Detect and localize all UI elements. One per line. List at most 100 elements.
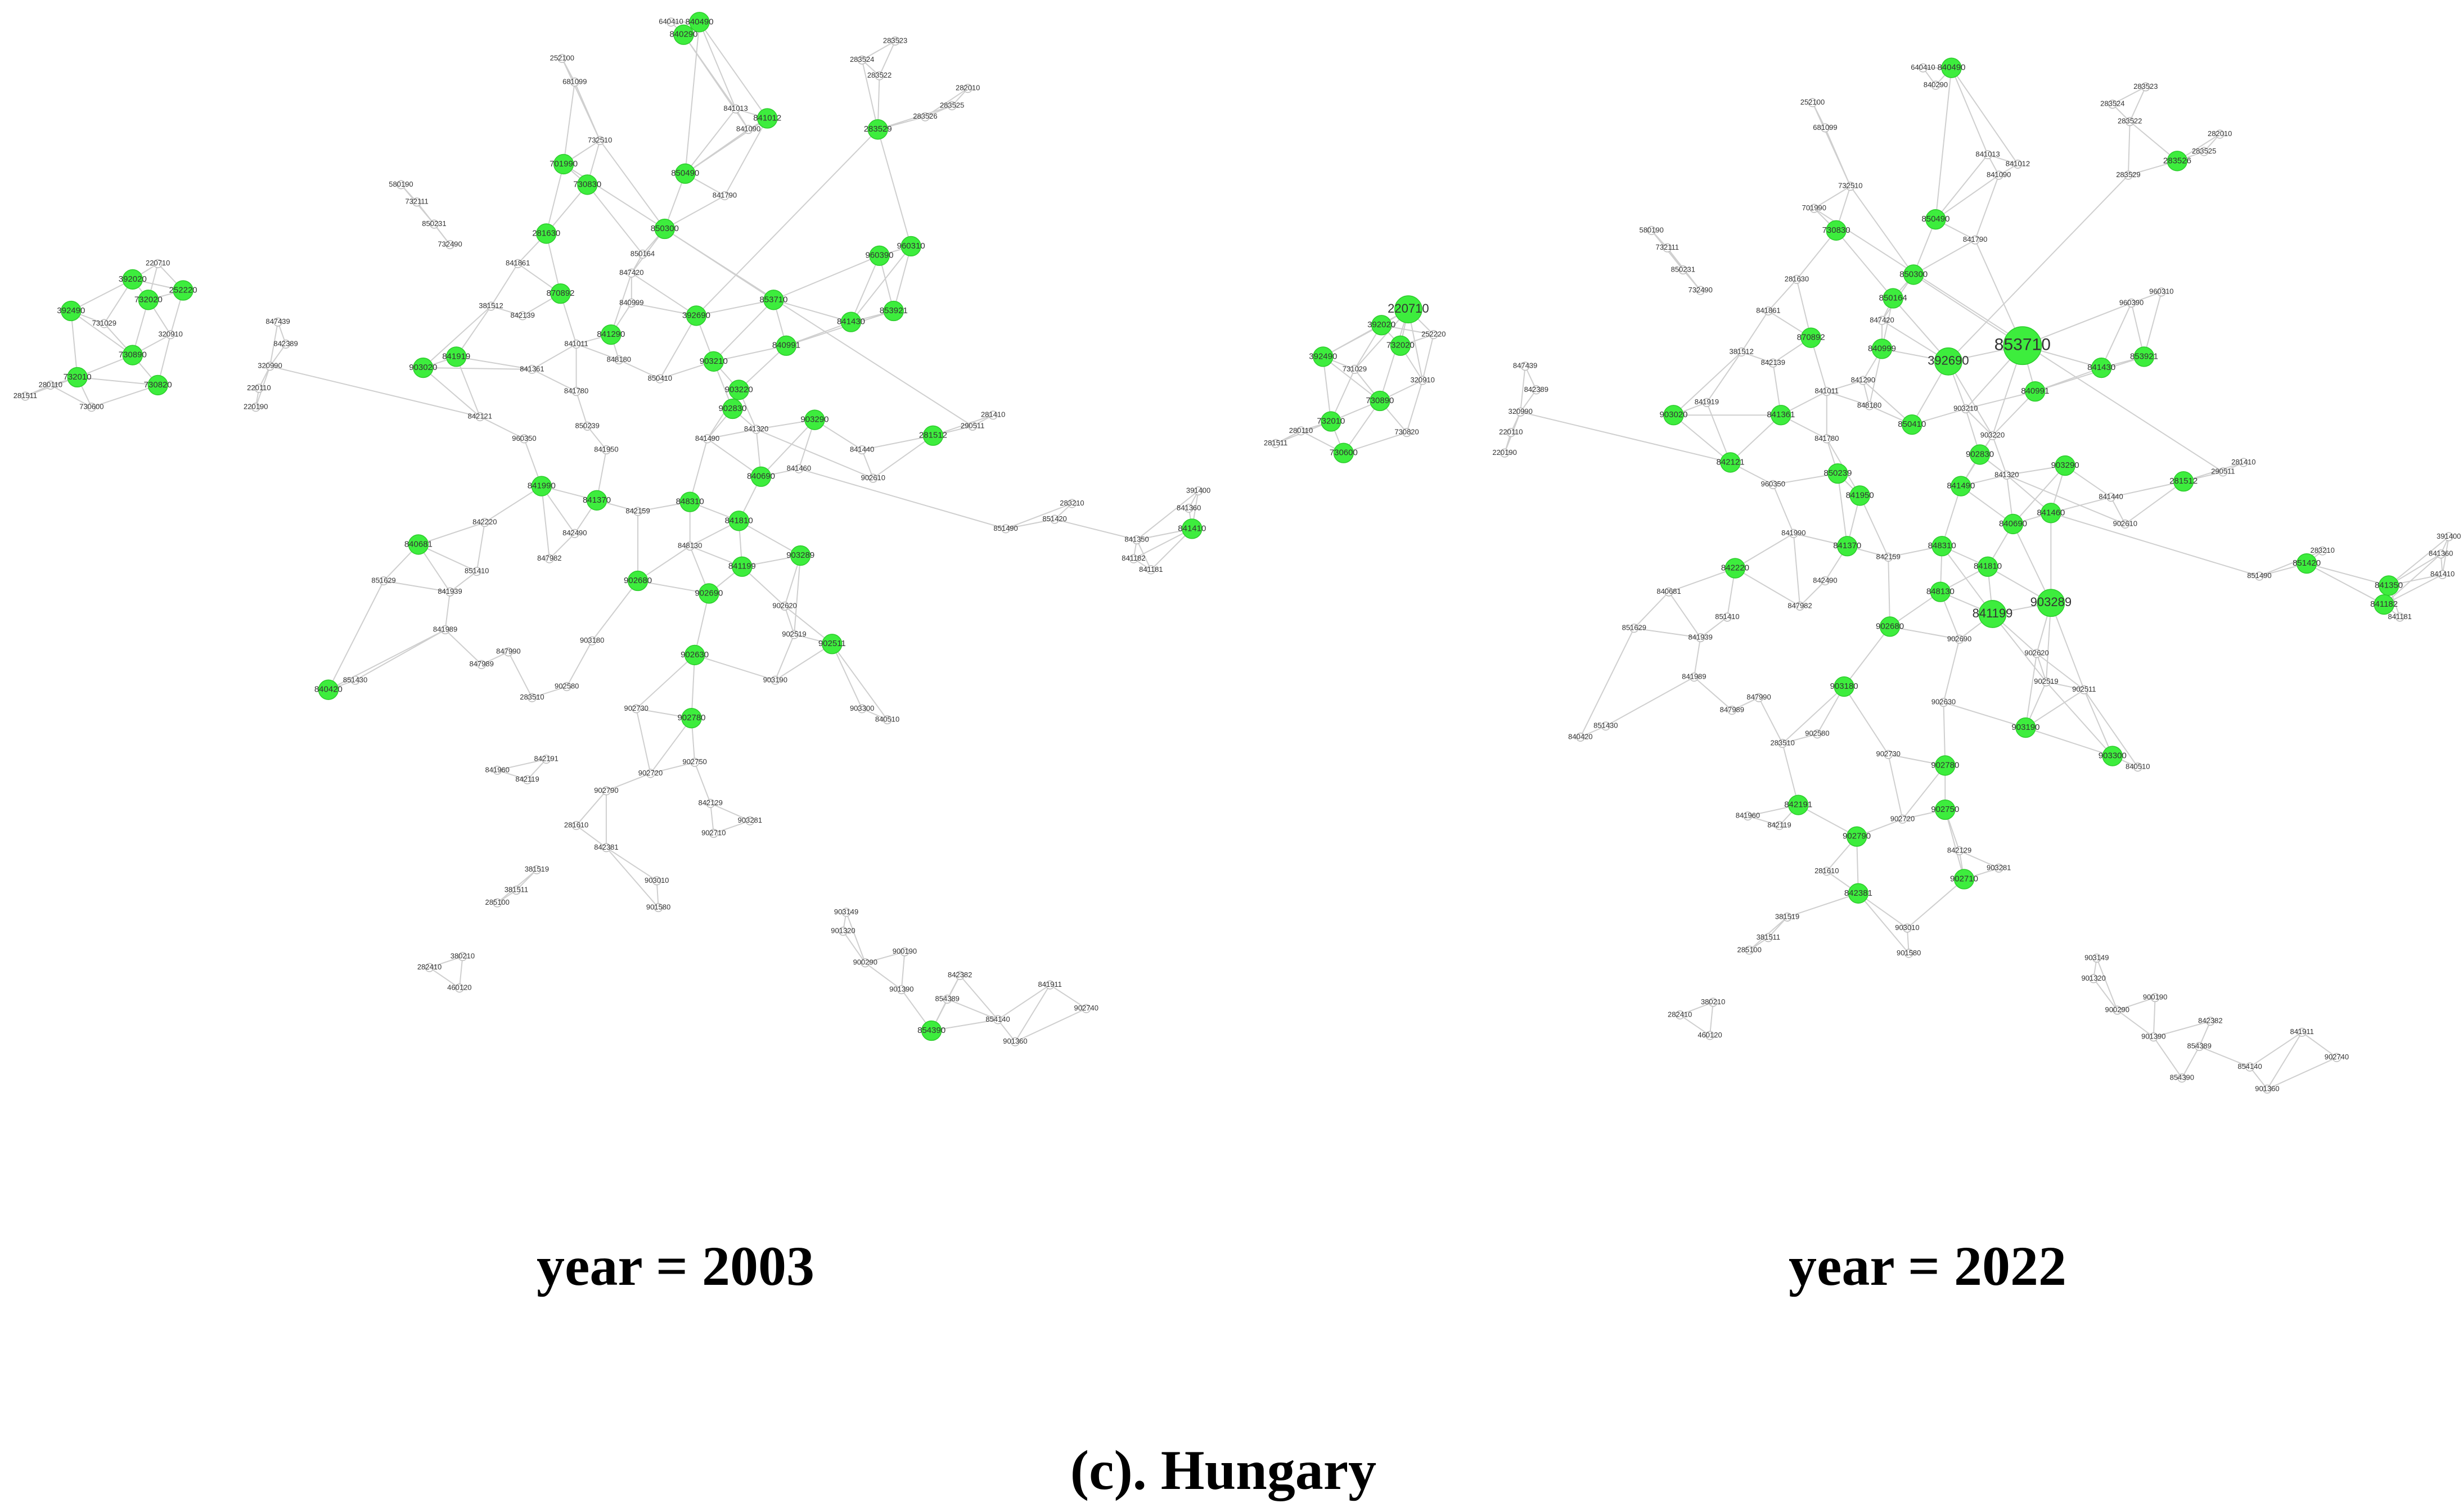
node-label: 847982 <box>537 554 561 562</box>
node <box>2079 685 2089 694</box>
node-label: 283529 <box>2116 170 2140 179</box>
edge <box>843 931 866 963</box>
node <box>601 786 611 796</box>
node-label: 392690 <box>682 310 710 320</box>
node-label: 851420 <box>2293 558 2321 568</box>
node-green <box>1827 463 1848 484</box>
node-label: 901390 <box>889 985 913 993</box>
edge <box>526 759 547 780</box>
node-label: 320910 <box>1410 376 1434 384</box>
node-green <box>1834 676 1854 697</box>
node-label: 732010 <box>1317 416 1345 426</box>
node <box>1532 385 1541 395</box>
node <box>2332 1053 2342 1062</box>
node <box>614 355 624 365</box>
edge <box>1951 67 1989 155</box>
edge <box>1935 174 2000 220</box>
edge <box>1735 567 1800 607</box>
node-label: 732490 <box>438 240 462 249</box>
node-green <box>67 367 88 388</box>
node-label: 848310 <box>676 497 704 507</box>
node-label: 841370 <box>1833 541 1861 550</box>
edge <box>2051 497 2111 514</box>
edge <box>1379 309 1409 401</box>
edge <box>563 82 575 165</box>
edge <box>685 129 749 174</box>
edge <box>760 419 816 477</box>
node <box>1808 98 1817 107</box>
node-label: 842121 <box>1716 457 1744 467</box>
node-green <box>138 290 159 310</box>
edge <box>1005 518 1055 530</box>
node-label: 290511 <box>2211 467 2235 476</box>
edge <box>631 272 697 317</box>
node-label: 732010 <box>64 372 92 382</box>
edge <box>877 129 912 247</box>
edge <box>2050 602 2085 690</box>
node <box>1001 524 1011 534</box>
edge <box>636 655 695 710</box>
node <box>570 77 579 87</box>
edge <box>1050 984 1087 1009</box>
edge <box>2117 1009 2154 1038</box>
edge <box>479 416 525 440</box>
node <box>789 630 799 639</box>
edge <box>861 449 874 479</box>
node-label: 285100 <box>1737 945 1762 954</box>
node <box>1768 480 1778 489</box>
node-green <box>2037 589 2065 617</box>
node <box>1822 866 1831 876</box>
edge <box>1520 389 1537 413</box>
edge <box>70 310 78 377</box>
edge <box>631 302 697 317</box>
node-label: 730600 <box>79 403 103 411</box>
node-green <box>1663 405 1684 426</box>
edge <box>429 956 463 968</box>
edge <box>541 486 550 559</box>
node-label: 281512 <box>919 431 947 440</box>
node <box>1271 439 1281 448</box>
node-label: 841013 <box>723 104 748 112</box>
node-label: 220190 <box>244 403 268 411</box>
node <box>486 301 496 311</box>
node <box>1350 364 1359 374</box>
node-green <box>684 644 705 666</box>
node-green <box>1837 536 1858 557</box>
edge <box>773 299 852 323</box>
node-label: 841012 <box>2006 159 2030 168</box>
node-label: 841199 <box>728 562 756 571</box>
node-label: 283525 <box>2192 147 2216 155</box>
node <box>2120 519 2130 529</box>
edge <box>566 640 593 687</box>
node-green <box>1390 335 1411 356</box>
node <box>1778 739 1787 748</box>
node-label: 841370 <box>583 495 611 505</box>
node-green <box>673 24 694 45</box>
node <box>2177 1073 2187 1083</box>
node-label: 848180 <box>1857 401 1881 409</box>
node-label: 840490 <box>1937 63 1965 73</box>
node-label: 290511 <box>961 421 984 430</box>
node <box>583 421 592 431</box>
node-green <box>1883 288 1903 309</box>
edge <box>2012 523 2052 603</box>
node-label: 841410 <box>1178 523 1206 533</box>
node <box>1820 123 1830 133</box>
edge <box>877 105 952 130</box>
edge <box>1322 356 1380 401</box>
node-label: 901360 <box>2255 1084 2279 1093</box>
node <box>955 971 965 980</box>
node <box>627 268 636 278</box>
node-green <box>2374 594 2394 615</box>
edge <box>699 21 737 110</box>
edge <box>2267 1057 2337 1090</box>
node-green <box>1724 558 1746 579</box>
node <box>1664 587 1674 597</box>
node-label: 841350 <box>1124 535 1149 543</box>
node <box>771 675 780 685</box>
node-green <box>1846 826 1867 847</box>
node <box>2141 82 2150 92</box>
node-green <box>2091 357 2112 378</box>
node <box>638 249 647 259</box>
node-label: 847439 <box>265 317 290 326</box>
